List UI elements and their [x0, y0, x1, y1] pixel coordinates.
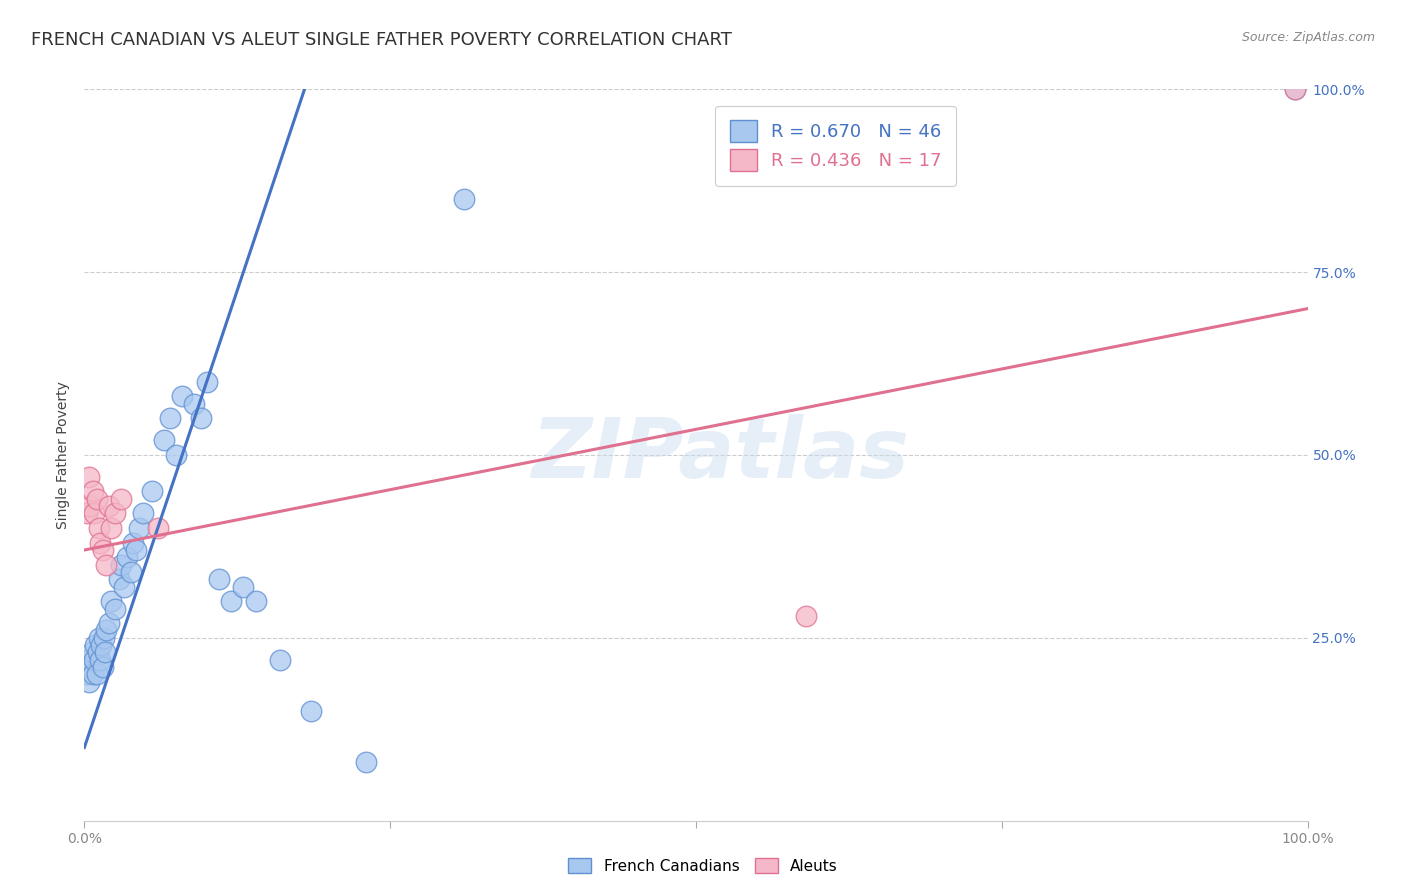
Text: FRENCH CANADIAN VS ALEUT SINGLE FATHER POVERTY CORRELATION CHART: FRENCH CANADIAN VS ALEUT SINGLE FATHER P…: [31, 31, 731, 49]
Point: [153, 434, 176, 448]
Point: [96, 624, 118, 638]
Point: [172, 389, 194, 403]
Y-axis label: Single Father Poverty: Single Father Poverty: [56, 381, 70, 529]
Point: [89, 653, 111, 667]
Point: [79, 499, 101, 513]
Legend: French Canadians, Aleuts: French Canadians, Aleuts: [562, 852, 844, 880]
Point: [79, 660, 101, 674]
Point: [299, 704, 322, 718]
Point: [91, 660, 114, 674]
Point: [82, 484, 104, 499]
Point: [110, 491, 132, 506]
Point: [208, 572, 231, 586]
Point: [100, 594, 122, 608]
Point: [76, 507, 98, 521]
Point: [77, 470, 100, 484]
Point: [83, 653, 105, 667]
Point: [87, 645, 110, 659]
Point: [141, 484, 163, 499]
Point: [87, 631, 110, 645]
Point: [86, 491, 108, 506]
Point: [107, 572, 129, 586]
Point: [245, 594, 267, 608]
Point: [77, 653, 100, 667]
Point: [76, 667, 98, 681]
Point: [183, 397, 205, 411]
Point: [165, 448, 187, 462]
Point: [219, 594, 242, 608]
Point: [100, 521, 122, 535]
Point: [132, 507, 155, 521]
Point: [1284, 82, 1306, 96]
Text: ZIPatlas: ZIPatlas: [531, 415, 910, 495]
Point: [354, 755, 377, 769]
Point: [115, 550, 138, 565]
Point: [104, 601, 127, 615]
Point: [453, 192, 475, 206]
Legend: R = 0.670   N = 46, R = 0.436   N = 17: R = 0.670 N = 46, R = 0.436 N = 17: [716, 105, 956, 186]
Point: [159, 411, 181, 425]
Point: [83, 507, 105, 521]
Text: Source: ZipAtlas.com: Source: ZipAtlas.com: [1241, 31, 1375, 45]
Point: [104, 507, 127, 521]
Point: [110, 558, 132, 572]
Point: [94, 645, 117, 659]
Point: [80, 645, 103, 659]
Point: [232, 580, 254, 594]
Point: [195, 375, 218, 389]
Point: [190, 411, 212, 425]
Point: [87, 521, 110, 535]
Point: [84, 638, 107, 652]
Point: [86, 667, 108, 681]
Point: [269, 653, 291, 667]
Point: [97, 616, 120, 631]
Point: [1284, 82, 1306, 96]
Point: [120, 565, 142, 579]
Point: [112, 580, 135, 594]
Point: [146, 521, 169, 535]
Point: [90, 638, 112, 652]
Point: [96, 558, 118, 572]
Point: [82, 667, 104, 681]
Point: [77, 674, 100, 689]
Point: [93, 631, 115, 645]
Point: [97, 499, 120, 513]
Point: [89, 535, 111, 549]
Point: [91, 543, 114, 558]
Point: [122, 535, 145, 549]
Point: [794, 608, 817, 623]
Point: [125, 543, 148, 558]
Point: [128, 521, 150, 535]
